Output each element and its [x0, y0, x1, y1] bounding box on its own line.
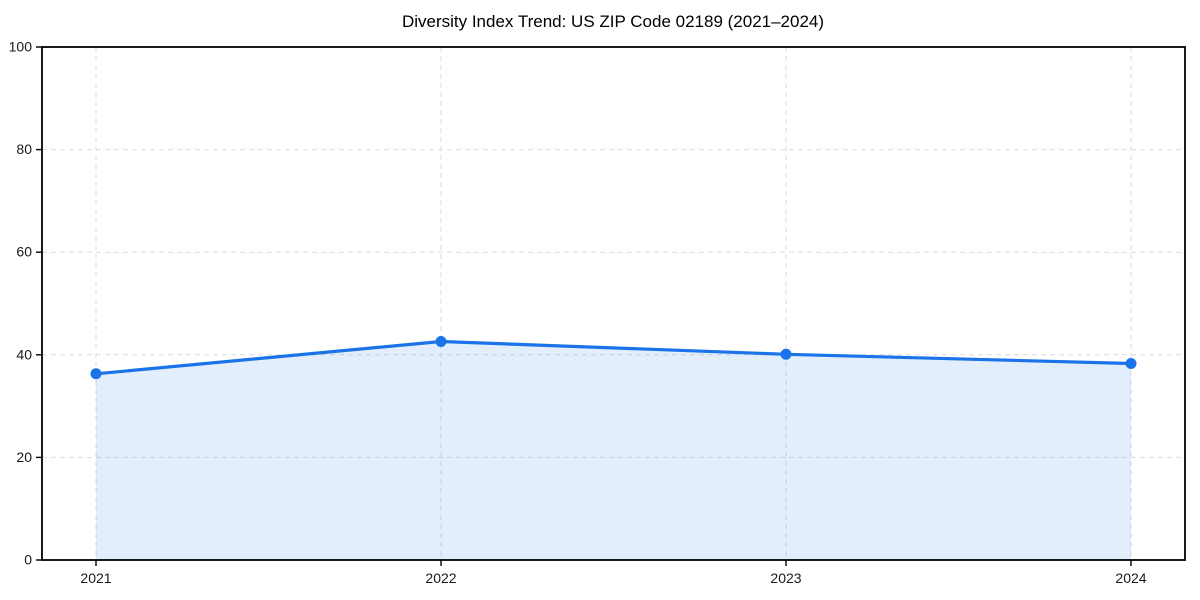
series-area-fill: [96, 341, 1131, 560]
y-tick-label: 0: [24, 552, 32, 568]
x-tick-label: 2021: [80, 570, 111, 586]
plot-area: 0 20 40 60 80 100 2021 2022 2023 2024: [9, 39, 1186, 586]
y-tick-label: 40: [16, 346, 32, 362]
series-line: [94, 339, 1133, 376]
data-point-marker: [780, 348, 792, 360]
data-point-marker: [90, 368, 102, 380]
x-tick-label: 2024: [1115, 570, 1146, 586]
x-tick-label: 2023: [770, 570, 801, 586]
y-tick-label: 60: [16, 244, 32, 260]
x-tick-label: 2022: [425, 570, 456, 586]
y-tick-label: 100: [9, 39, 33, 55]
y-tick-label: 20: [16, 449, 32, 465]
data-point-marker: [435, 335, 447, 347]
data-point-marker: [1125, 358, 1137, 370]
chart-title: Diversity Index Trend: US ZIP Code 02189…: [402, 12, 824, 31]
y-tick-label: 80: [16, 141, 32, 157]
plot-border: [41, 46, 1186, 561]
